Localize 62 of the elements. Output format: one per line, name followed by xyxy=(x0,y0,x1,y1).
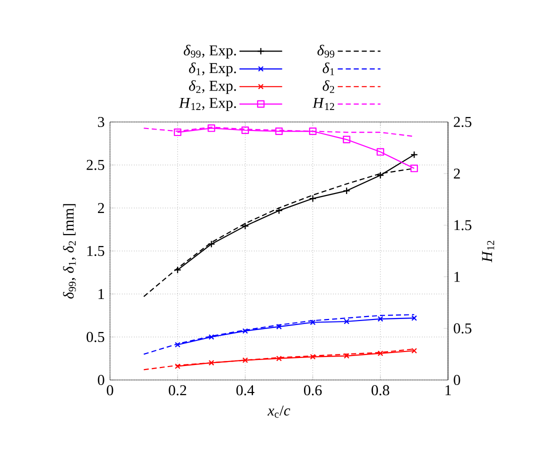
x-tick-label: 0.8 xyxy=(372,385,390,396)
legend-label: H$_{12}$, Exp. xyxy=(178,98,236,112)
point xyxy=(344,353,350,359)
point xyxy=(242,357,248,364)
y-tick-label: 2 xyxy=(98,203,104,213)
point xyxy=(410,164,418,172)
legend-label: H$_{12}$ xyxy=(312,98,334,110)
y2-tick-label: 0 xyxy=(454,374,460,386)
point xyxy=(208,360,214,366)
y-tick-label: 2.5 xyxy=(86,160,104,170)
y-tick-label: 1.5 xyxy=(87,246,104,256)
legend-label: δ$_{1}$ xyxy=(322,62,334,76)
point xyxy=(208,334,214,340)
y-tick-label: 3 xyxy=(98,116,104,128)
point xyxy=(242,328,248,334)
point xyxy=(342,136,350,144)
point xyxy=(310,354,316,360)
point xyxy=(174,266,182,274)
point xyxy=(378,316,384,322)
legend-label: δ$_{99}$, Exp. xyxy=(184,44,236,58)
x-tick-label: 0.4 xyxy=(236,385,254,396)
point xyxy=(276,356,282,362)
point xyxy=(378,350,384,356)
y-tick-label: 0.5 xyxy=(86,332,104,342)
y2-tick-label: 1 xyxy=(454,272,460,282)
y-tick-label: 1 xyxy=(98,289,104,299)
y-tick-label: 0 xyxy=(98,374,104,386)
point xyxy=(310,320,316,326)
point xyxy=(174,342,180,348)
point xyxy=(309,128,317,136)
y2-tick-label: 0.5 xyxy=(454,323,472,334)
point xyxy=(411,315,418,321)
y2-tick-label: 1.5 xyxy=(454,220,472,230)
point xyxy=(275,206,283,214)
x-tick-label: 0 xyxy=(106,385,114,396)
y2-tick-label: 2.5 xyxy=(454,116,472,128)
point xyxy=(174,363,180,370)
text: δ$_{99}$, δ$_{1}$, δ$_{2}$ [mm] xyxy=(63,204,76,299)
legend-label: δ$_{2}$ xyxy=(322,80,334,93)
x-axis-title: x$_{c}$/c xyxy=(267,406,290,418)
point xyxy=(208,124,216,132)
legend-label: δ$_{1}$, Exp. xyxy=(189,62,236,76)
point xyxy=(241,222,249,230)
point xyxy=(344,318,350,324)
x-tick-label: 0.6 xyxy=(304,385,322,396)
point xyxy=(376,172,384,180)
point xyxy=(376,148,384,156)
y2-axis-title: H$_{12}$ xyxy=(482,240,494,262)
point xyxy=(275,128,283,136)
point xyxy=(208,240,216,248)
point xyxy=(411,348,418,354)
legend-label: δ$_{99}$ xyxy=(317,44,334,58)
point xyxy=(309,194,317,202)
x-tick-label: 1 xyxy=(446,385,451,396)
point xyxy=(174,128,182,136)
x-tick-label: 0.2 xyxy=(168,385,186,396)
point xyxy=(276,324,282,330)
y2-tick-label: 2 xyxy=(454,168,460,179)
point xyxy=(342,187,350,195)
legend-label: δ$_{2}$, Exp. xyxy=(189,80,236,94)
point xyxy=(241,126,249,134)
point xyxy=(410,150,418,158)
